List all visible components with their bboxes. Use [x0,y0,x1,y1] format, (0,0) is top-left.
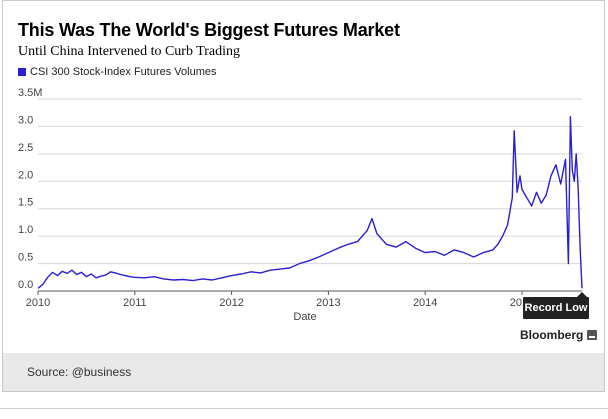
record-low-pointer [577,292,587,297]
y-tick-label: 0.5 [18,252,33,264]
y-tick-label: 0.0 [18,279,33,291]
source-text: Source: @business [27,365,132,379]
x-tick-label: 2011 [123,297,147,309]
chart-card: Source: @business [2,0,605,392]
y-tick-label: 1.0 [18,224,33,236]
x-axis-ticks: 2010 2011 2012 2013 2014 2015 [26,291,534,309]
x-tick-label: 2010 [26,297,50,309]
y-tick-label: 2.0 [18,169,33,181]
chart-title: This Was The World's Biggest Futures Mar… [18,20,400,40]
chart-legend: CSI 300 Stock-Index Futures Volumes [18,66,216,78]
record-low-annotation: Record Low [523,297,589,319]
bloomberg-logo: Bloomberg [520,328,598,342]
legend-swatch [18,68,26,76]
brand-name: Bloomberg [520,328,584,342]
y-tick-label: 3.5M [18,87,42,99]
source-footer: Source: @business [3,353,604,391]
x-tick-label: 2014 [413,297,437,309]
series-line [37,115,583,289]
x-tick-label: 2013 [316,297,340,309]
y-tick-label: 1.5 [18,197,33,209]
x-axis-label: Date [293,311,316,323]
grid-lines [38,98,582,265]
x-tick-label: 2012 [219,297,243,309]
y-tick-label: 2.5 [18,142,33,154]
bottom-divider [0,408,608,409]
y-tick-label: 3.0 [18,114,33,126]
bloomberg-mark-icon [587,330,598,340]
y-axis-ticks: 0.0 0.5 1.0 1.5 2.0 2.5 3.0 3.5M [18,87,42,291]
legend-label: CSI 300 Stock-Index Futures Volumes [30,66,217,78]
chart-subtitle: Until China Intervened to Curb Trading [18,44,241,59]
